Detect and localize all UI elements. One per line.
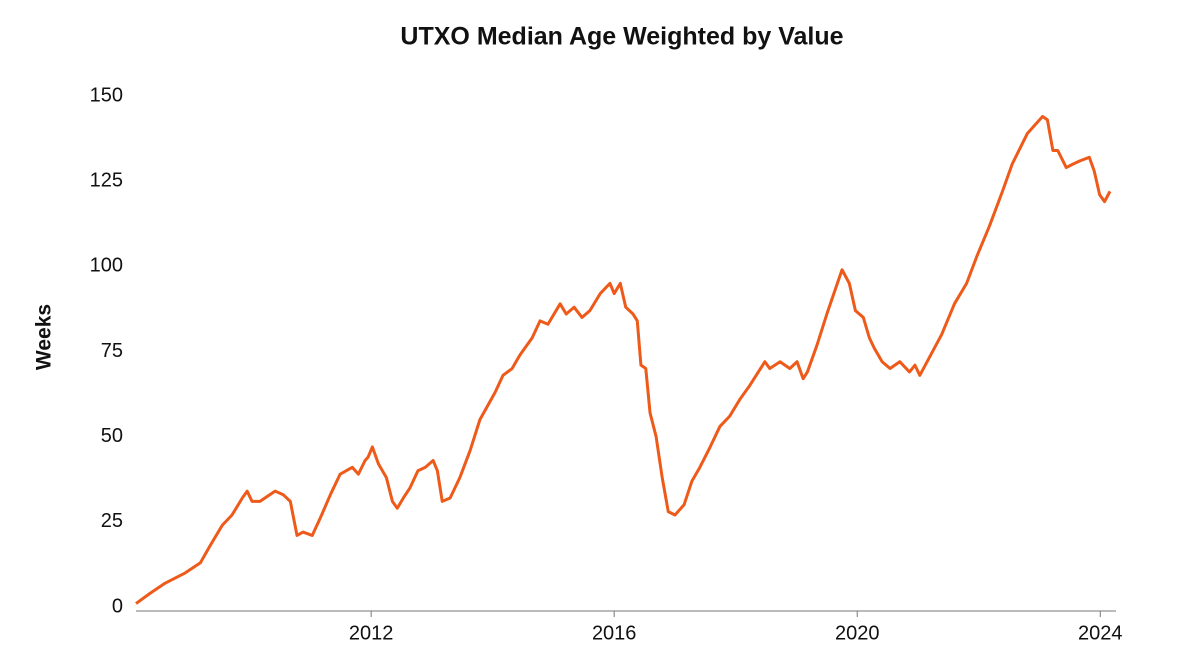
y-tick-label: 25: [101, 510, 123, 532]
y-axis-label: Weeks: [33, 304, 56, 370]
y-tick-label: 100: [90, 255, 123, 277]
y-tick-label: 50: [101, 425, 123, 447]
x-tick-label: 2024: [1078, 622, 1123, 644]
y-tick-label: 125: [90, 169, 123, 191]
y-tick-label: 0: [112, 595, 123, 617]
x-tick-label: 2016: [592, 622, 637, 644]
data-line: [135, 114, 1112, 605]
x-tick-label: 2020: [835, 622, 880, 644]
chart-title: UTXO Median Age Weighted by Value: [400, 23, 843, 51]
y-tick-label: 75: [101, 340, 123, 362]
x-tick-label: 2012: [349, 622, 394, 644]
y-tick-label: 150: [90, 84, 123, 106]
